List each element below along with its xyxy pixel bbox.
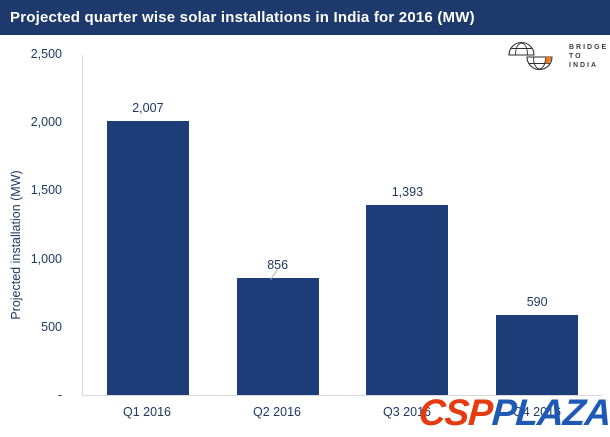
bar <box>106 121 189 395</box>
data-label: 2,007 <box>132 101 164 115</box>
logo-word-to: TO <box>569 52 583 60</box>
watermark-csp: CSP <box>417 392 494 433</box>
data-label: 856 <box>267 258 289 272</box>
x-category-label: Q1 2016 <box>123 405 171 419</box>
plot-area: 2,007 856 1,393 590 <box>82 55 602 396</box>
x-category-label: Q4 2016 <box>513 405 561 419</box>
y-tick-label: 1,000 <box>30 251 62 266</box>
bar <box>236 278 319 395</box>
chart-title-bar: Projected quarter wise solar installatio… <box>0 0 610 35</box>
bar-group-q4-2016: 590 <box>472 55 602 395</box>
bridge-to-india-logo: BRIDGE TO INDIA <box>505 38 607 74</box>
bar <box>366 205 449 395</box>
bar-group-q3-2016: 1,393 <box>343 55 473 395</box>
watermark-plaza: PLAZA <box>490 392 610 433</box>
bar <box>496 315 579 395</box>
y-tick-label: 2,000 <box>30 115 62 130</box>
y-tick-label: 500 <box>41 319 62 334</box>
logo-wordmark: BRIDGE TO INDIA <box>569 43 608 70</box>
y-tick-label: 1,500 <box>30 183 62 198</box>
y-tick-label: - <box>57 388 62 402</box>
logo-word-bridge: BRIDGE <box>569 43 609 51</box>
y-tick-label: 2,500 <box>30 47 62 61</box>
bar-series: 2,007 856 1,393 590 <box>83 55 602 395</box>
chart-title: Projected quarter wise solar installatio… <box>10 9 475 26</box>
x-category-label: Q2 2016 <box>253 405 301 419</box>
bar-group-q2-2016: 856 <box>213 55 343 395</box>
x-category-label: Q3 2016 <box>383 405 431 419</box>
cspplaza-watermark: CSPPLAZA <box>417 392 610 433</box>
bar-group-q1-2016: 2,007 <box>83 55 213 395</box>
data-label: 1,393 <box>391 185 424 199</box>
logo-word-india: INDIA <box>569 61 599 69</box>
data-label: 590 <box>526 295 548 309</box>
globe-icon <box>508 41 553 71</box>
